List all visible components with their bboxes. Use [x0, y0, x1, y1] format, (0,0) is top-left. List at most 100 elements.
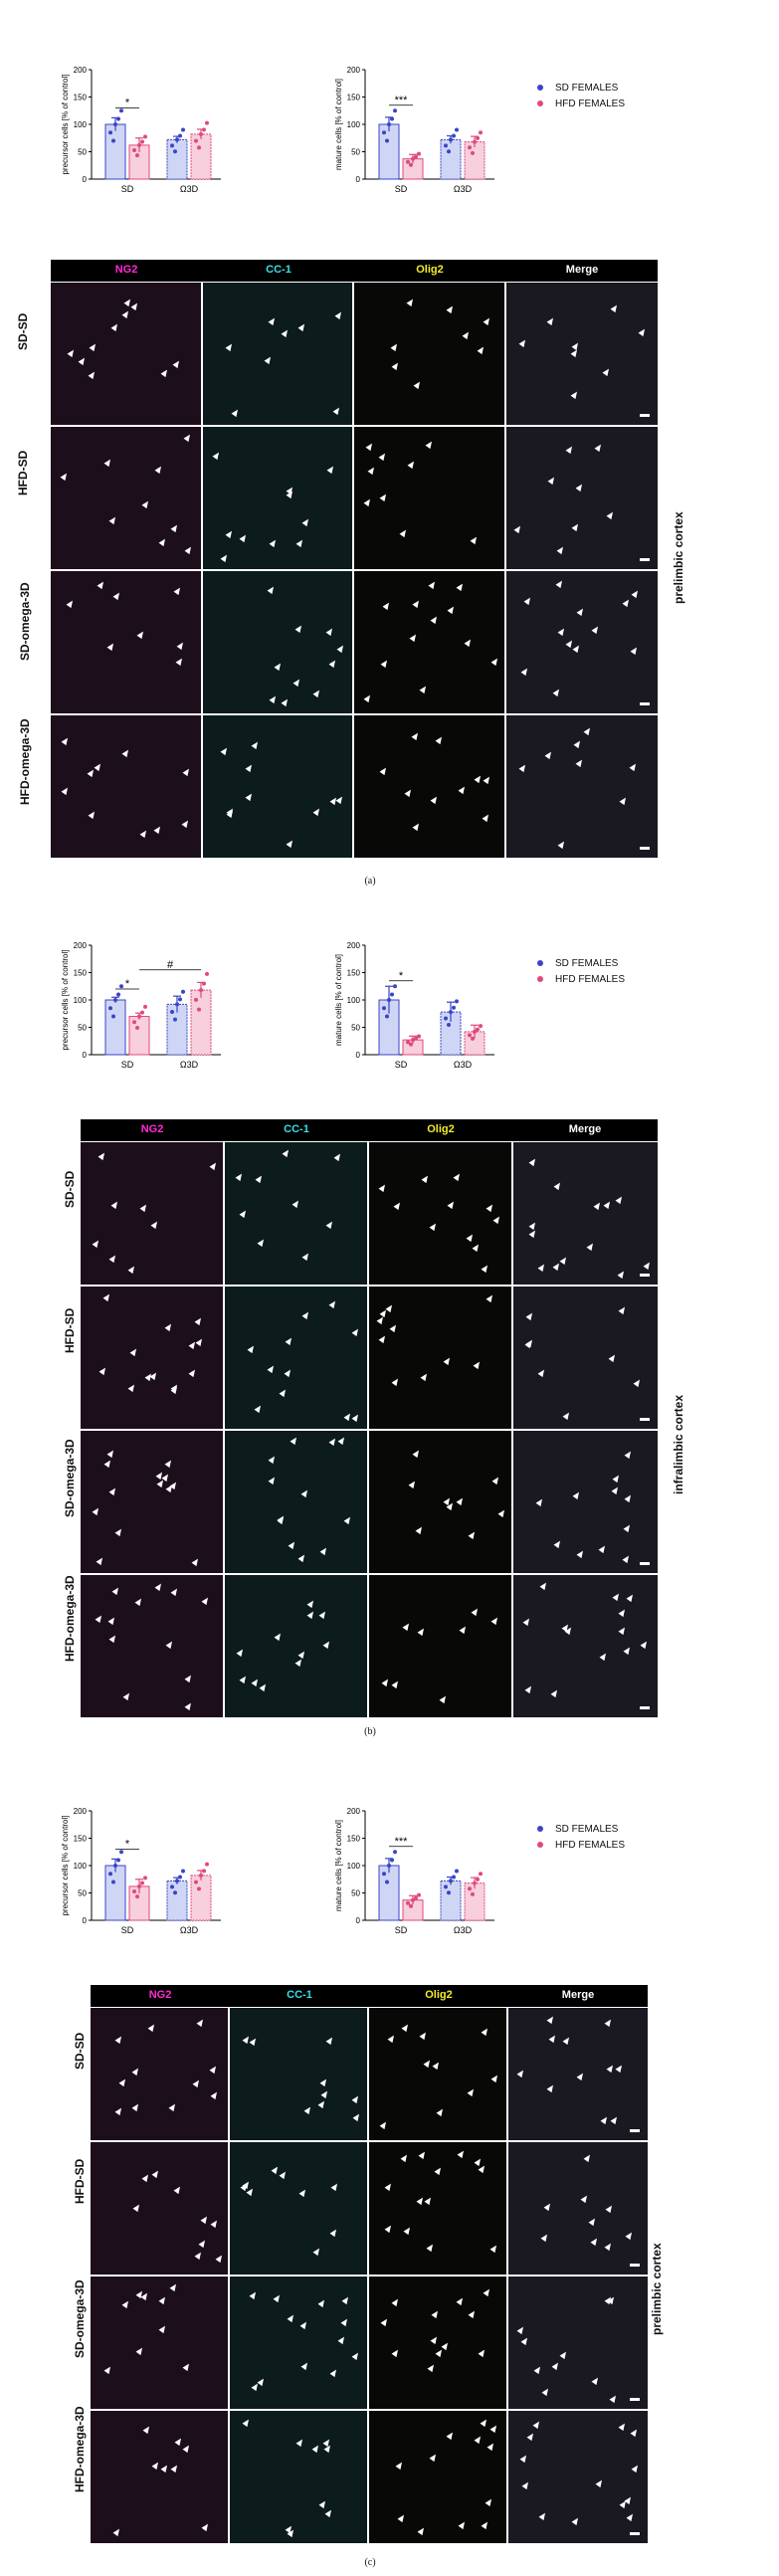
micrograph-tile — [369, 2277, 508, 2409]
arrowhead-marker — [548, 2034, 558, 2044]
arrowhead-marker — [301, 1252, 311, 1262]
chart-mature-cells: 0 50 100 150 200 mature cells [% of control] S… — [333, 60, 504, 209]
x-tick-label: Ω3D — [180, 1060, 199, 1070]
arrowhead-marker — [98, 1365, 108, 1375]
arrowhead-marker — [367, 466, 377, 476]
arrowhead-marker — [430, 794, 440, 805]
data-point — [447, 1890, 451, 1895]
arrowhead-marker — [624, 1492, 634, 1503]
arrowhead-marker — [379, 492, 389, 501]
arrowhead-marker — [453, 1172, 463, 1182]
arrowhead-marker — [547, 476, 557, 486]
arrowhead-marker — [525, 1310, 535, 1320]
micrograph-row — [51, 571, 658, 713]
micrograph-tile — [51, 283, 203, 425]
arrowhead-marker — [557, 627, 567, 637]
data-point — [390, 116, 394, 121]
arrowhead-marker — [269, 538, 279, 548]
arrowhead-marker — [610, 303, 620, 313]
arrowhead-marker — [333, 1152, 343, 1162]
arrowhead-marker — [447, 303, 456, 313]
channel-olig2: Olig2 — [416, 264, 444, 276]
x-tick-label: Ω3D — [454, 184, 473, 194]
data-point — [173, 1017, 177, 1022]
arrowhead-marker — [629, 762, 639, 772]
y-tick-label: 200 — [74, 66, 88, 75]
arrowhead-marker — [634, 1378, 643, 1388]
data-point — [452, 1005, 456, 1010]
data-point — [135, 1894, 139, 1899]
scale-bar — [640, 414, 650, 417]
y-tick-label: 100 — [347, 1862, 361, 1871]
data-point — [387, 998, 391, 1002]
arrowhead-marker — [279, 1388, 289, 1398]
data-point — [140, 139, 144, 144]
arrowhead-marker — [317, 2297, 327, 2307]
arrowhead-marker — [340, 2316, 350, 2327]
arrowhead-marker — [547, 316, 556, 326]
arrowhead-marker — [491, 1475, 501, 1486]
arrowhead-marker — [571, 2515, 581, 2525]
caption-a: (a) — [364, 876, 376, 887]
arrowhead-marker — [299, 2319, 309, 2330]
arrowhead-marker — [343, 1411, 353, 1421]
arrowhead-marker — [191, 1556, 201, 1566]
arrowhead-marker — [490, 1615, 500, 1625]
arrowhead-marker — [328, 1299, 338, 1309]
arrowhead-marker — [134, 1596, 144, 1606]
data-point — [197, 1886, 201, 1891]
arrowhead-marker — [182, 2443, 192, 2453]
arrowhead-marker — [427, 2363, 437, 2373]
data-point — [414, 1895, 418, 1900]
arrowhead-marker — [173, 586, 183, 596]
scale-bar — [630, 2532, 640, 2535]
arrowhead-marker — [324, 2507, 334, 2518]
arrowhead-marker — [468, 1529, 478, 1539]
data-point — [468, 1033, 472, 1038]
data-point — [385, 138, 389, 143]
arrowhead-marker — [89, 341, 98, 351]
data-point — [113, 1864, 117, 1868]
arrowhead-marker — [623, 1554, 632, 1564]
data-point — [135, 1026, 139, 1031]
arrowhead-marker — [537, 1368, 547, 1378]
arrowhead-marker — [401, 2022, 411, 2032]
data-point — [385, 1880, 389, 1884]
data-point — [390, 1858, 394, 1863]
micrograph-tile — [508, 2008, 648, 2140]
arrowhead-marker — [489, 2244, 499, 2254]
arrowhead-marker — [160, 2464, 170, 2474]
row-label-hfd-sd: HFD-SD — [73, 2158, 87, 2204]
arrowhead-marker — [583, 726, 593, 736]
arrowhead-marker — [419, 684, 429, 694]
data-point — [390, 992, 394, 997]
data-point — [468, 145, 472, 150]
data-point — [119, 108, 123, 113]
arrowhead-marker — [184, 544, 194, 555]
arrowhead-marker — [282, 1147, 292, 1158]
arrowhead-marker — [606, 2204, 615, 2214]
arrowhead-marker — [188, 1368, 198, 1378]
arrowhead-marker — [318, 2499, 328, 2509]
arrowhead-marker — [87, 767, 97, 778]
bar-chart-svg: 0 50 100 150 200 precursor cells [% of contro… — [61, 66, 221, 194]
data-point — [393, 1850, 397, 1855]
arrowhead-marker — [523, 595, 533, 606]
channel-merge: Merge — [568, 1123, 602, 1135]
arrowhead-marker — [328, 659, 338, 669]
arrowhead-marker — [318, 1610, 328, 1620]
arrowhead-marker — [576, 606, 586, 616]
row-label-sd-sd: SD-SD — [16, 312, 30, 350]
y-tick-label: 150 — [74, 969, 88, 978]
data-point — [108, 1872, 112, 1877]
arrowhead-marker — [297, 321, 306, 331]
arrowhead-marker — [618, 2422, 628, 2432]
chart-mature-cells: 0 50 100 150 200 mature cells [% of control] S… — [333, 1801, 504, 1950]
arrowhead-marker — [378, 452, 388, 462]
arrowhead-marker — [559, 1255, 569, 1266]
arrowhead-marker — [295, 1657, 304, 1668]
micrograph-tile — [369, 2008, 508, 2140]
data-point — [140, 1010, 144, 1015]
arrowhead-marker — [298, 2188, 308, 2198]
arrowhead-marker — [428, 580, 438, 590]
